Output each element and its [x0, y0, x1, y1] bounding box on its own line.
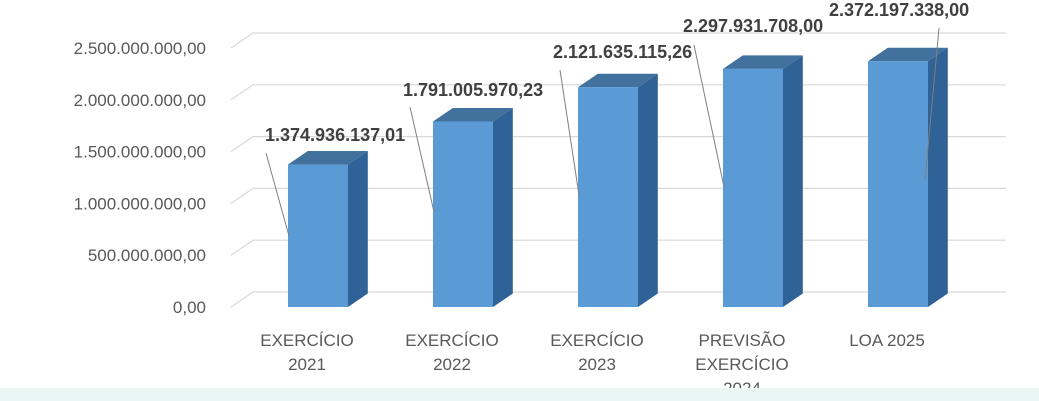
bar — [578, 87, 638, 307]
x-tick-label: 2021 — [288, 355, 326, 374]
data-label: 1.374.936.137,01 — [265, 125, 405, 145]
bar-top — [723, 55, 803, 69]
data-label: 2.372.197.338,00 — [829, 0, 969, 20]
leader-line — [693, 44, 725, 188]
x-tick-label: EXERCÍCIO — [405, 331, 499, 350]
x-tick-label: EXERCÍCIO — [550, 331, 644, 350]
x-tick-label: EXERCÍCIO — [695, 355, 789, 374]
bar-side — [638, 73, 658, 307]
leader-line — [559, 69, 580, 196]
leader-line — [409, 106, 435, 213]
bar-top — [433, 107, 513, 122]
y-tick-label: 1.000.000.000,00 — [74, 194, 206, 213]
bar — [288, 164, 348, 307]
bottom-band — [0, 388, 1039, 401]
y-tick-label: 0,00 — [173, 298, 206, 317]
data-label: 2.121.635.115,26 — [553, 42, 692, 62]
bar-side — [783, 55, 803, 307]
bar-top — [578, 73, 658, 88]
bar — [723, 68, 783, 308]
y-tick-label: 2.500.000.000,00 — [74, 39, 206, 58]
x-tick-label: LOA 2025 — [849, 331, 925, 350]
leader-line — [924, 27, 940, 181]
data-label: 2.297.931.708,00 — [683, 16, 823, 36]
leader-line — [265, 152, 290, 237]
gridline — [230, 32, 1006, 49]
bar-top — [868, 47, 948, 62]
y-tick-label: 500.000.000,00 — [88, 246, 206, 265]
bar-side — [348, 151, 368, 307]
x-tick-label: 2023 — [578, 355, 616, 374]
bar-side — [928, 47, 948, 307]
bar — [433, 121, 493, 307]
bar-top — [288, 151, 368, 165]
bar-side — [493, 107, 513, 307]
data-label: 1.791.005.970,23 — [403, 80, 543, 100]
x-tick-label: 2022 — [433, 355, 471, 374]
bar — [868, 61, 928, 307]
x-tick-label: PREVISÃO — [699, 331, 786, 350]
y-tick-label: 2.000.000.000,00 — [74, 91, 206, 110]
x-tick-label: EXERCÍCIO — [260, 331, 354, 350]
y-tick-label: 1.500.000.000,00 — [74, 143, 206, 162]
